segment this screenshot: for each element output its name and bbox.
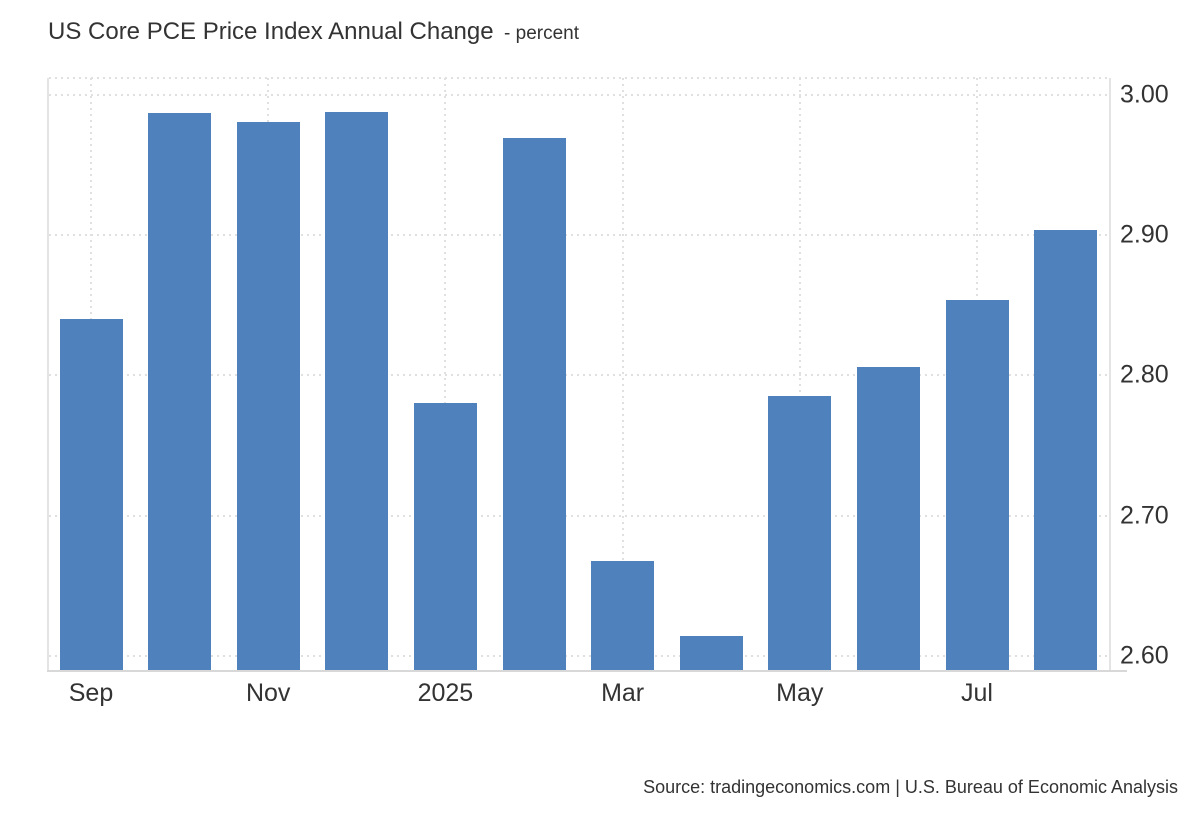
- grid-line-vertical: [444, 78, 447, 670]
- y-tick-label: 2.70: [1120, 501, 1169, 530]
- bar-oct-2024[interactable]: [148, 113, 212, 670]
- chart-title-row: US Core PCE Price Index Annual Change - …: [48, 18, 579, 46]
- y-axis-line: [1109, 78, 1111, 672]
- grid-line-horizontal: [49, 654, 1109, 657]
- bar-nov-2024[interactable]: [236, 121, 300, 670]
- plot-area: [49, 78, 1109, 670]
- grid-line-horizontal: [49, 374, 1109, 377]
- grid-line-horizontal: [49, 93, 1109, 96]
- plot-left-border: [47, 78, 49, 672]
- bar-may-2025[interactable]: [768, 396, 832, 670]
- source-note: Source: tradingeconomics.com | U.S. Bure…: [643, 777, 1178, 797]
- x-tick-label: 2025: [417, 679, 474, 707]
- x-tick-label: Nov: [245, 679, 291, 707]
- x-tick-label: May: [776, 679, 824, 707]
- grid-line-horizontal: [49, 514, 1109, 517]
- grid-line-vertical: [798, 78, 801, 670]
- y-tick-label: 2.60: [1120, 641, 1169, 670]
- x-axis-baseline: [47, 670, 1127, 672]
- bar-jul-2025[interactable]: [945, 299, 1009, 670]
- y-tick-label: 3.00: [1120, 80, 1169, 109]
- bar-jan-2025[interactable]: [413, 403, 477, 670]
- x-tick-label: Sep: [68, 679, 114, 707]
- bar-feb-2025[interactable]: [502, 138, 566, 670]
- y-tick-label: 2.80: [1120, 360, 1169, 389]
- bar-dec-2024[interactable]: [325, 111, 389, 670]
- chart-subtitle: - percent: [504, 23, 580, 44]
- plot-top-border: [49, 77, 1109, 79]
- bar-apr-2025[interactable]: [679, 636, 743, 670]
- bar-mar-2025[interactable]: [591, 560, 655, 670]
- bar-sep-2024[interactable]: [59, 319, 123, 670]
- bar-aug-2025[interactable]: [1034, 229, 1098, 670]
- chart-title: US Core PCE Price Index Annual Change: [48, 18, 494, 45]
- x-tick-label: Mar: [601, 679, 645, 707]
- grid-line-vertical: [621, 78, 624, 670]
- x-tick-label: Jul: [961, 679, 993, 707]
- y-tick-label: 2.90: [1120, 220, 1169, 249]
- bar-jun-2025[interactable]: [856, 367, 920, 670]
- grid-line-horizontal: [49, 234, 1109, 237]
